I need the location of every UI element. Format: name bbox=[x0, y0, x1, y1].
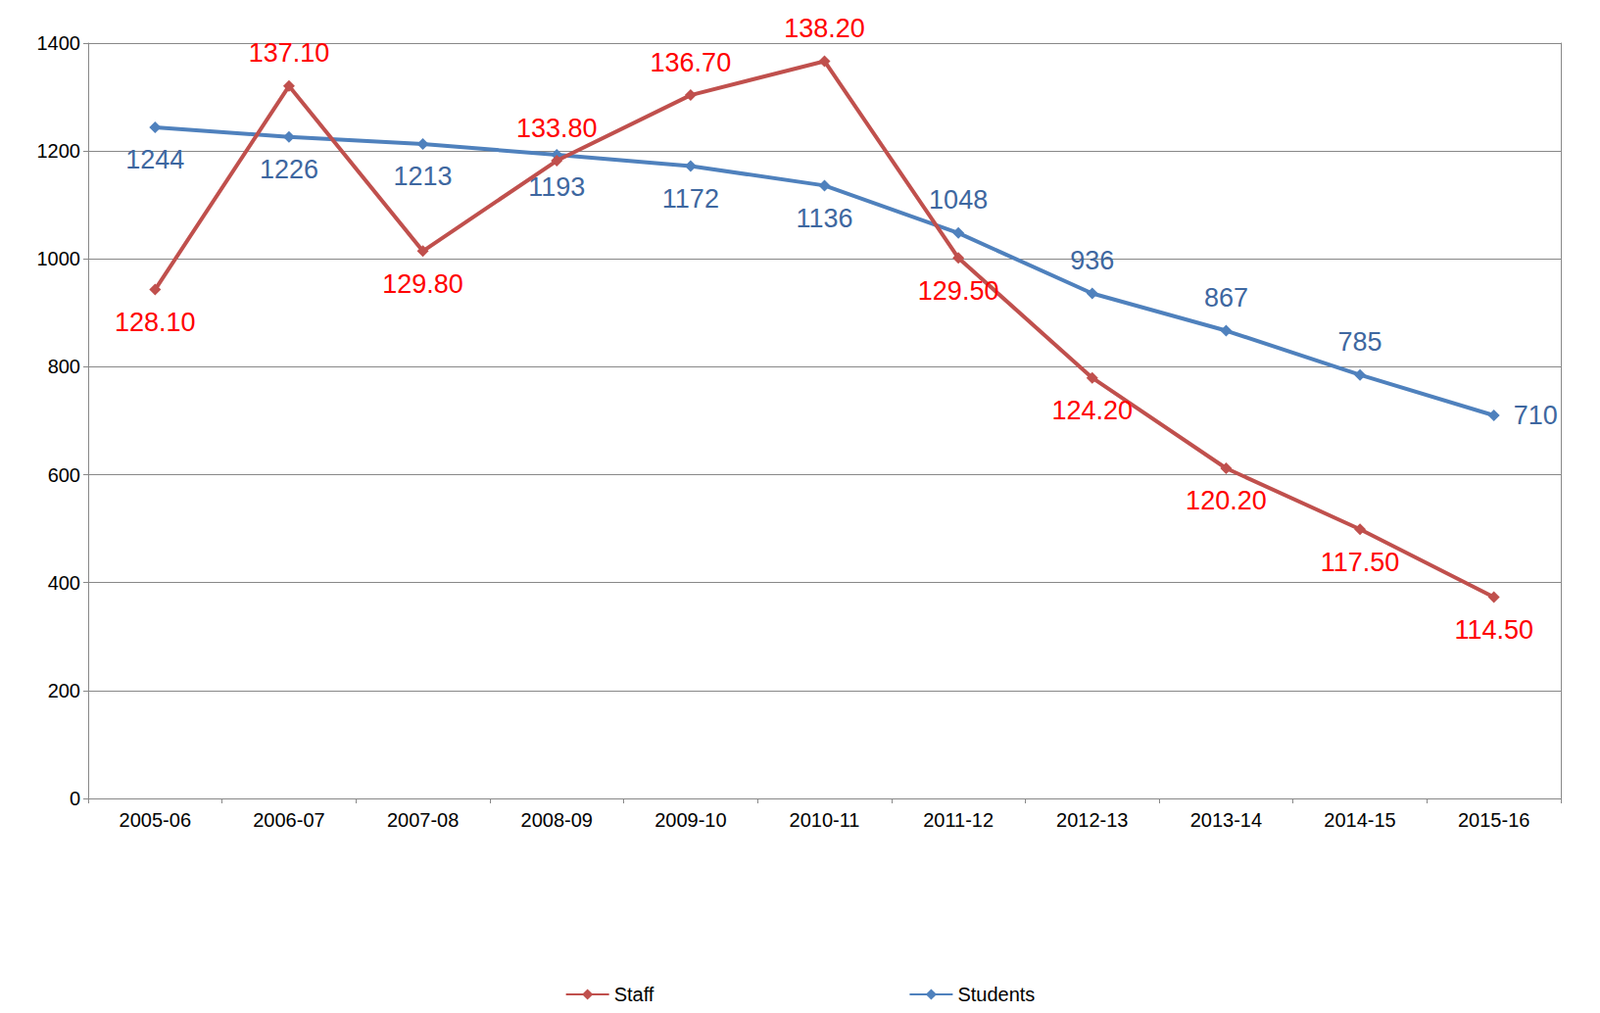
svg-text:138.20: 138.20 bbox=[783, 13, 866, 44]
svg-text:Students: Students bbox=[957, 983, 1035, 1006]
svg-text:133.80: 133.80 bbox=[516, 113, 598, 144]
svg-text:0: 0 bbox=[69, 787, 81, 810]
svg-text:1400: 1400 bbox=[37, 32, 82, 54]
svg-text:1048: 1048 bbox=[928, 185, 988, 215]
svg-text:124.20: 124.20 bbox=[1051, 395, 1133, 426]
svg-text:600: 600 bbox=[48, 464, 81, 486]
svg-text:867: 867 bbox=[1204, 283, 1249, 313]
svg-text:800: 800 bbox=[48, 355, 81, 378]
svg-text:1172: 1172 bbox=[662, 184, 720, 214]
svg-text:1193: 1193 bbox=[528, 172, 585, 202]
svg-text:710: 710 bbox=[1513, 400, 1558, 431]
svg-text:2014-15: 2014-15 bbox=[1323, 809, 1396, 831]
svg-text:114.50: 114.50 bbox=[1454, 615, 1534, 645]
svg-text:200: 200 bbox=[48, 679, 81, 702]
svg-text:2007-08: 2007-08 bbox=[387, 809, 459, 831]
svg-text:129.80: 129.80 bbox=[382, 269, 464, 299]
svg-text:128.10: 128.10 bbox=[114, 307, 196, 338]
svg-text:936: 936 bbox=[1069, 245, 1115, 276]
svg-text:117.50: 117.50 bbox=[1320, 547, 1401, 578]
svg-text:2012-13: 2012-13 bbox=[1056, 809, 1128, 831]
svg-text:129.50: 129.50 bbox=[918, 276, 1000, 306]
svg-text:785: 785 bbox=[1338, 327, 1383, 357]
svg-text:2006-07: 2006-07 bbox=[252, 809, 325, 831]
svg-text:1226: 1226 bbox=[259, 154, 319, 185]
svg-text:2009-10: 2009-10 bbox=[654, 809, 727, 831]
svg-text:1200: 1200 bbox=[37, 140, 82, 162]
svg-text:2008-09: 2008-09 bbox=[521, 809, 593, 831]
svg-text:2011-12: 2011-12 bbox=[922, 809, 994, 831]
svg-text:2013-14: 2013-14 bbox=[1190, 809, 1262, 831]
svg-text:400: 400 bbox=[48, 572, 81, 594]
svg-text:2015-16: 2015-16 bbox=[1457, 809, 1530, 831]
svg-text:137.10: 137.10 bbox=[248, 38, 331, 68]
svg-text:2005-06: 2005-06 bbox=[119, 809, 192, 831]
svg-text:2010-11: 2010-11 bbox=[789, 809, 861, 831]
svg-text:1213: 1213 bbox=[393, 161, 453, 192]
svg-text:120.20: 120.20 bbox=[1185, 485, 1267, 516]
svg-text:136.70: 136.70 bbox=[650, 48, 732, 78]
svg-text:1000: 1000 bbox=[37, 247, 82, 270]
svg-text:Staff: Staff bbox=[614, 983, 655, 1006]
svg-text:1136: 1136 bbox=[795, 203, 853, 234]
svg-text:1244: 1244 bbox=[125, 145, 185, 175]
